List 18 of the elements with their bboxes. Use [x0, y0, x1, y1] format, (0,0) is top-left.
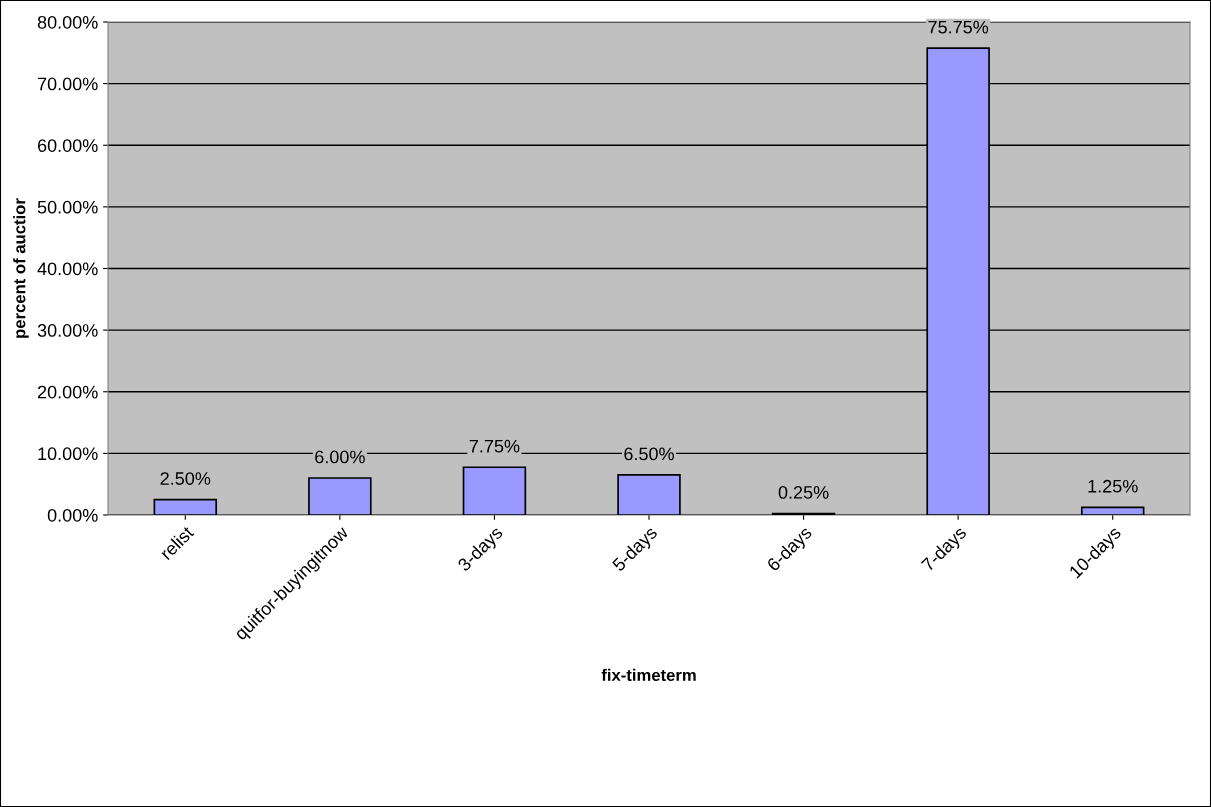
data-label: 0.25%	[778, 485, 829, 499]
data-label: 6.00%	[315, 450, 365, 464]
y-tick-label: 30.00%	[37, 324, 98, 337]
data-label: 1.25%	[1088, 479, 1138, 493]
y-tick-label: 0.00%	[47, 508, 98, 522]
data-label: 6.50%	[624, 447, 674, 461]
y-tick-label: 50.00%	[37, 200, 98, 214]
data-label: 7.75%	[469, 439, 520, 453]
y-tick-label: 10.00%	[38, 447, 98, 461]
data-label: 75.75%	[928, 20, 989, 34]
y-tick-label: 40.00%	[37, 262, 98, 276]
y-tick-label: 80.00%	[37, 15, 98, 29]
y-tick-label: 60.00%	[37, 139, 98, 152]
data-label: 2.50%	[160, 472, 211, 485]
y-axis-title: percent of auctior	[13, 198, 29, 338]
y-tick-label: 70.00%	[37, 77, 98, 91]
x-axis-title: fix-timeterm	[601, 668, 696, 682]
y-tick-label: 20.00%	[37, 385, 98, 399]
